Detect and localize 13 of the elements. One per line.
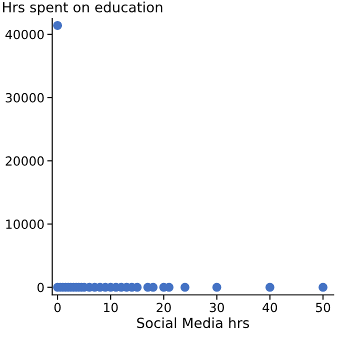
x-tick-label: 20 <box>156 302 171 312</box>
y-axis-title: Hrs spent on education <box>3 2 162 16</box>
y-tick-label: 20000 <box>6 156 44 166</box>
x-axis-title: Social Media hrs <box>137 317 249 328</box>
y-tick-label: 10000 <box>6 220 44 229</box>
x-tick-label: 40 <box>262 302 278 312</box>
x-tick-label: 0 <box>54 302 61 312</box>
x-tick-label: 30 <box>210 302 224 312</box>
x-tick-label: 50 <box>316 302 330 312</box>
y-tick-label: 0 <box>37 282 44 292</box>
y-tick-label: 40000 <box>5 30 44 40</box>
y-tick-label: 30000 <box>6 93 44 103</box>
x-tick-label: 10 <box>104 302 118 312</box>
